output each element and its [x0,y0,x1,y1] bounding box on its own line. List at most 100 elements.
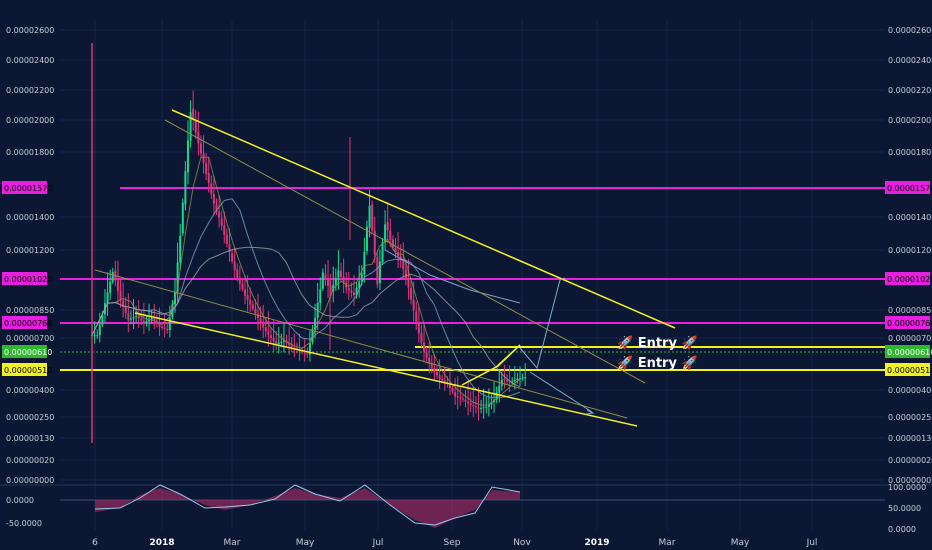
candle-body [352,292,355,296]
candle-body [412,299,415,311]
time-tick: May [296,538,315,548]
oscillator-line [94,484,521,526]
candle-body [329,285,332,292]
candle-body [194,120,197,133]
candle-body [231,253,234,262]
candle-body [314,317,317,330]
candle-body [158,323,161,327]
candle-body [402,260,405,270]
candle-body [96,335,99,337]
candle-body [513,380,516,382]
moving-average-extension [384,249,521,304]
time-tick: May [731,538,750,548]
time-tick: Mar [224,538,241,548]
price-tick-left: 0.00000700 [6,334,54,343]
trendlines [94,109,676,427]
current-price-badge-label: 0.00000610 [4,348,52,357]
oscillator-histogram [95,488,520,528]
candle-body [423,342,426,352]
candle-body [430,363,433,369]
candle-body [93,335,96,337]
candle-body [225,234,228,244]
price-tick-right: 0.00002200 [888,86,932,95]
candle-body [168,317,171,330]
triangle-pattern [461,344,521,386]
candle-body [166,328,169,331]
candle-body [451,388,454,392]
candle-body [506,380,509,382]
candle-body [262,323,265,328]
candle-body [220,218,223,226]
candle-body [487,404,490,407]
candle-body [186,140,189,173]
oscillator-tick-left: 0.0000 [6,496,34,505]
candle-body [368,205,371,228]
projection-arrowhead [585,409,595,415]
price-tick-left: 0.00002600 [6,26,54,35]
candle-body [171,303,174,318]
candle-body [428,357,431,364]
level-badge-label: 0.00000510 [887,366,932,375]
candle-body [153,317,156,321]
candle-body [109,281,112,293]
price-tick-right: 0.00000000 [888,476,932,485]
candle-body [469,403,472,405]
candle-body [179,235,182,263]
candle-body [319,289,322,304]
candle-body [135,316,138,318]
level-badge-label: 0.00001026 [887,275,932,284]
candle-body [233,261,236,271]
entry-annotation: 🚀 Entry 🚀 [617,335,698,351]
candle-body [306,353,309,355]
price-tick-right: 0.00001200 [888,246,932,255]
candle-body [199,143,202,154]
candle-body [207,173,210,184]
oscillator-tick-right: 50.0000 [888,504,921,513]
candle-body [420,332,423,343]
level-badge-label: 0.00001570 [4,184,52,193]
trendline-upper [171,109,676,329]
candle-body [425,352,428,358]
candle-body [140,318,143,321]
level-badge-box [2,181,47,194]
moving-average-mid [91,198,521,398]
candle-body [371,204,374,231]
oscillator-tick-right: 0.0000 [888,525,916,534]
price-tick-left: 0.00002000 [6,116,54,125]
candle-body [254,309,257,314]
level-badge-box [885,181,930,194]
time-tick: 2019 [584,538,609,548]
trendline-inner [94,269,628,419]
candle-body [340,270,343,277]
candle-body [205,163,208,175]
candle-body [384,224,387,243]
level-badge-box [2,363,47,376]
level-badge-box [885,272,930,285]
candle-body [249,299,252,305]
candle-body [111,272,114,282]
price-tick-left: 0.00001400 [6,213,54,222]
candle-body [259,318,262,324]
price-badges: 0.00001570 0.00001570 0.00001026 0.00001026… [2,181,932,376]
candle-body [192,108,195,120]
candle-body [202,153,205,163]
candle-body [521,377,524,379]
candle-body [101,315,104,325]
price-tick-right: 0.00000700 [888,334,932,343]
candle-body [417,323,420,334]
candle-body [378,261,381,283]
candle-body [236,269,239,278]
candle-body [477,407,480,409]
candle-body [435,371,438,376]
level-badge-label: 0.00000510 [4,366,52,375]
level-badge-label: 0.00001570 [887,184,932,193]
candle-body [282,340,285,342]
candle-body [275,341,278,344]
candle-body [464,399,467,402]
time-tick: Mar [659,538,676,548]
price-tick-left: 0.00000020 [6,456,54,465]
candle-body [241,283,244,290]
candle-body [394,248,397,253]
horizontal-levels [60,187,885,371]
moving-average-long [91,246,521,388]
